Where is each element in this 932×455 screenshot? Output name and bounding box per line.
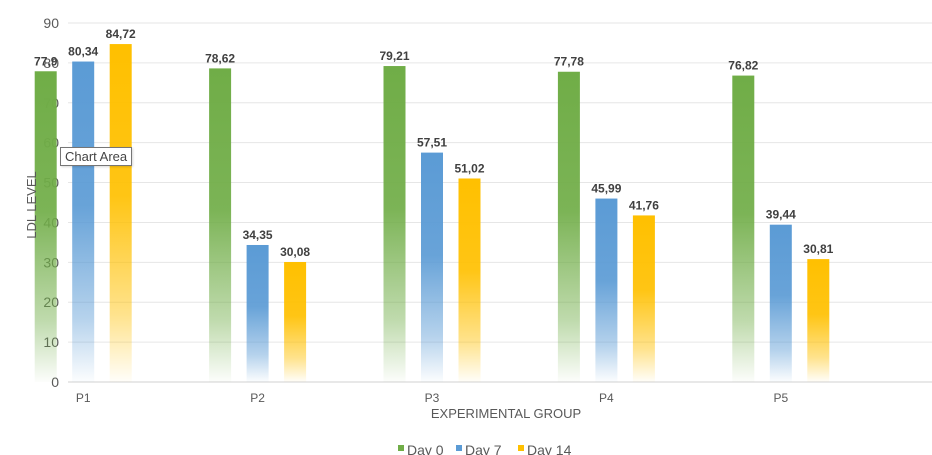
legend-swatch bbox=[398, 445, 404, 451]
data-label: 80,34 bbox=[68, 45, 98, 59]
x-tick-label: P4 bbox=[599, 391, 614, 405]
gridlines bbox=[68, 22, 932, 383]
legend-label: Day 0 bbox=[407, 442, 444, 455]
bar-p1-day-14[interactable] bbox=[109, 44, 132, 382]
bar-p1-day-7[interactable] bbox=[72, 61, 95, 383]
data-label: 57,51 bbox=[417, 136, 447, 150]
data-label: 84,72 bbox=[106, 27, 136, 41]
bar-p4-day-14[interactable] bbox=[632, 215, 655, 382]
bar-p5-day-14[interactable] bbox=[807, 259, 830, 382]
bar-p2-day-7[interactable] bbox=[246, 244, 269, 382]
legend-swatch bbox=[518, 445, 524, 451]
data-label: 77,9 bbox=[34, 54, 58, 68]
x-axis-title: EXPERIMENTAL GROUP bbox=[431, 406, 581, 421]
data-labels: 77,9 80,34 84,72 78,62 34,35 30,08 79,21 57,51 5… bbox=[34, 27, 834, 259]
y-tick-label: 90 bbox=[43, 15, 59, 31]
bar-p2-day-0[interactable] bbox=[209, 68, 232, 382]
x-tick-label: P5 bbox=[773, 391, 788, 405]
bars bbox=[34, 44, 830, 383]
data-label: 34,35 bbox=[243, 228, 273, 242]
x-tick-label: P2 bbox=[250, 391, 265, 405]
data-label: 30,81 bbox=[803, 242, 833, 256]
bar-p5-day-0[interactable] bbox=[732, 75, 755, 383]
data-label: 45,99 bbox=[591, 182, 621, 196]
y-tick-label: 80 bbox=[43, 55, 59, 71]
data-label: 51,02 bbox=[454, 161, 484, 175]
y-axis-title: LDL LEVEL bbox=[24, 171, 39, 238]
bar-p3-day-14[interactable] bbox=[458, 178, 481, 382]
bar-p3-day-7[interactable] bbox=[421, 152, 443, 382]
data-label: 77,78 bbox=[554, 55, 584, 69]
chart-area-tooltip: Chart Area bbox=[60, 147, 133, 166]
bar-p4-day-0[interactable] bbox=[557, 71, 580, 382]
x-tick-label: P3 bbox=[425, 391, 440, 405]
data-label: 79,21 bbox=[379, 49, 409, 63]
bar-p3-day-0[interactable] bbox=[383, 66, 406, 383]
legend-label: Day 14 bbox=[527, 442, 572, 455]
legend: Day 0 Day 7 Day 14 bbox=[398, 442, 572, 455]
bar-p2-day-14[interactable] bbox=[284, 262, 307, 382]
bar-p4-day-7[interactable] bbox=[595, 198, 618, 382]
data-label: 39,44 bbox=[766, 208, 796, 222]
x-tick-label: P1 bbox=[76, 391, 91, 405]
bar-p1-day-0[interactable] bbox=[34, 71, 57, 382]
data-label: 30,08 bbox=[280, 245, 310, 259]
data-label: 41,76 bbox=[629, 198, 659, 212]
data-label: 78,62 bbox=[205, 51, 235, 65]
data-label: 76,82 bbox=[728, 59, 758, 73]
legend-label: Day 7 bbox=[465, 442, 502, 455]
bar-p5-day-7[interactable] bbox=[769, 224, 792, 382]
legend-swatch bbox=[456, 445, 462, 451]
x-axis-ticks: P1 P2 P3 P4 P5 bbox=[76, 391, 789, 405]
